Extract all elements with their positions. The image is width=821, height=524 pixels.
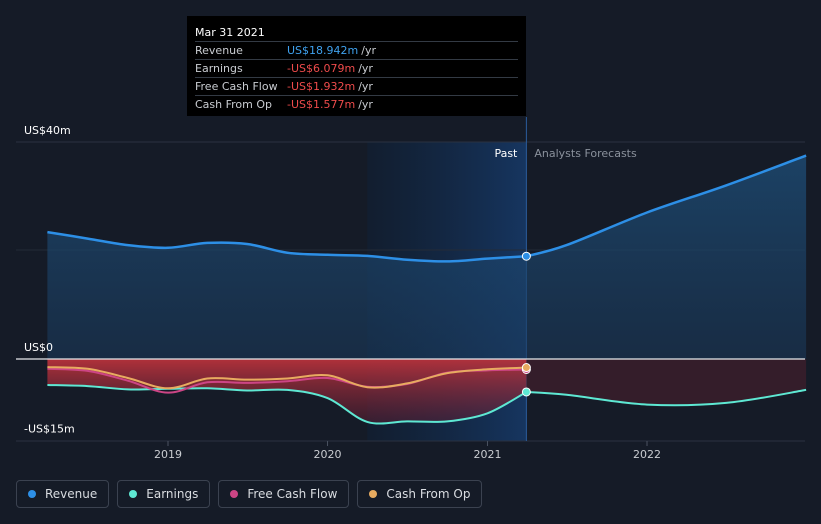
tooltip-value: -US$1.577m <box>287 98 356 111</box>
cash-from-op-line <box>47 366 527 390</box>
legend-dot <box>369 490 378 498</box>
tooltip-label: Free Cash Flow <box>195 80 278 93</box>
tooltip-value: -US$1.932m <box>287 80 356 93</box>
legend-label: Cash From Op <box>386 487 471 501</box>
revenue-area <box>47 155 807 359</box>
legend-item-earnings[interactable]: Earnings <box>117 480 211 508</box>
y-tick-label: -US$15m <box>24 422 75 435</box>
revenue-marker <box>521 251 531 261</box>
y-tick-label: US$0 <box>24 341 53 354</box>
tooltip-label: Earnings <box>195 62 243 75</box>
tooltip-date: Mar 31 2021 <box>195 26 265 39</box>
x-tick-label: 2020 <box>314 448 342 461</box>
legend: Revenue Earnings Free Cash Flow Cash Fro… <box>16 480 483 508</box>
tooltip-label: Cash From Op <box>195 98 273 111</box>
tooltip-row-earnings: Earnings -US$6.079m /yr <box>195 59 518 77</box>
tooltip: Mar 31 2021 Revenue US$18.942m /yr Earni… <box>187 16 526 116</box>
tooltip-unit: /yr <box>361 44 376 57</box>
tooltip-unit: /yr <box>358 80 373 93</box>
legend-dot <box>230 490 239 498</box>
legend-item-revenue[interactable]: Revenue <box>16 480 110 508</box>
tooltip-unit: /yr <box>358 62 373 75</box>
tooltip-value: -US$6.079m <box>287 62 356 75</box>
x-tick-label: 2019 <box>154 448 182 461</box>
legend-dot <box>129 490 138 498</box>
tooltip-value: US$18.942m <box>287 44 359 57</box>
tooltip-row-revenue: Revenue US$18.942m /yr <box>195 41 518 59</box>
y-tick-label: US$40m <box>24 124 71 137</box>
earnings-marker <box>521 387 531 397</box>
cash-from-op-marker <box>521 363 531 373</box>
earnings-forecast-area <box>526 359 807 406</box>
legend-dot <box>28 490 36 498</box>
legend-label: Revenue <box>45 487 98 501</box>
legend-label: Free Cash Flow <box>247 487 338 501</box>
legend-item-cash-from-op[interactable]: Cash From Op <box>357 480 483 508</box>
earnings-line <box>47 384 527 425</box>
revenue-forecast-line <box>526 154 807 258</box>
tooltip-unit: /yr <box>358 98 373 111</box>
x-tick-label: 2022 <box>633 448 661 461</box>
earnings-negative-area <box>47 359 527 424</box>
tooltip-row-cash-from-op: Cash From Op -US$1.577m /yr <box>195 95 518 113</box>
tooltip-row-free-cash-flow: Free Cash Flow -US$1.932m /yr <box>195 77 518 95</box>
legend-item-free-cash-flow[interactable]: Free Cash Flow <box>218 480 350 508</box>
x-tick-label: 2021 <box>473 448 501 461</box>
revenue-line <box>47 230 527 263</box>
past-label: Past <box>494 147 518 160</box>
legend-label: Earnings <box>146 487 199 501</box>
forecast-label: Analysts Forecasts <box>534 147 637 160</box>
tooltip-label: Revenue <box>195 44 243 57</box>
earnings-forecast-line <box>526 388 807 407</box>
